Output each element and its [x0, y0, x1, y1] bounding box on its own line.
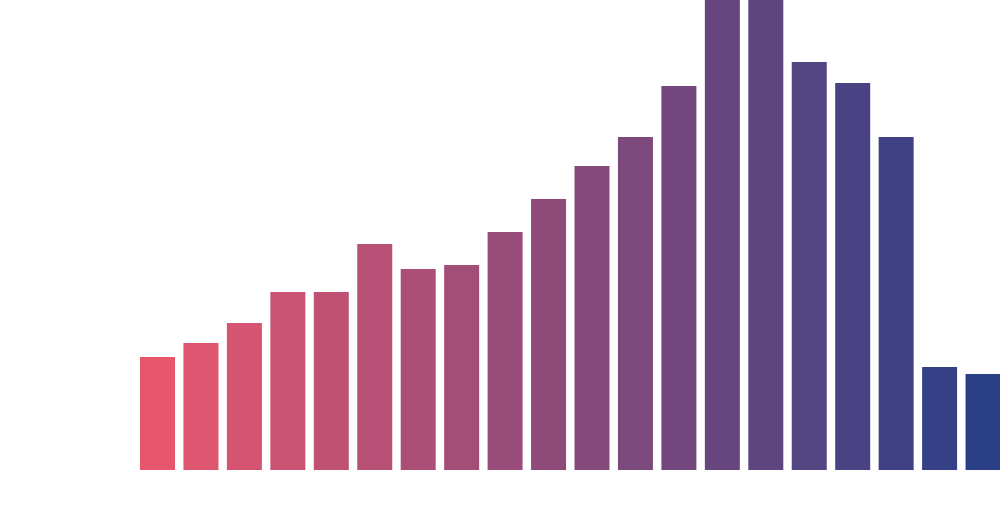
bar-1 [140, 357, 175, 470]
bar-7 [400, 269, 436, 470]
bar-15 [748, 0, 784, 470]
bar-5 [313, 292, 349, 470]
bar-8 [444, 265, 480, 470]
bar-16 [791, 62, 827, 470]
bar-3 [226, 323, 262, 470]
bar-9 [487, 232, 523, 470]
bar-17 [835, 83, 871, 470]
bar-20 [965, 374, 1000, 470]
bar-19 [922, 367, 958, 470]
bar-12 [617, 137, 653, 470]
bar-6 [357, 244, 393, 470]
bar-4 [270, 292, 306, 470]
bar-14 [704, 0, 740, 470]
bars-group [140, 0, 1000, 470]
bar-2 [183, 343, 219, 470]
bar-11 [574, 166, 610, 470]
bar-10 [531, 199, 567, 470]
bar-18 [878, 137, 914, 470]
bar-13 [661, 86, 697, 470]
